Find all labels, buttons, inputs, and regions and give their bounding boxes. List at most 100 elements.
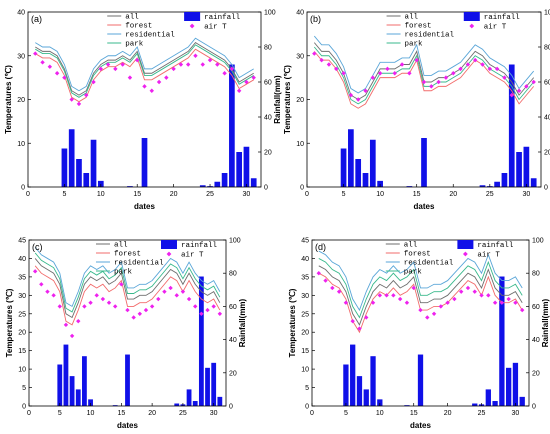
air-t-marker: [180, 289, 186, 294]
air-t-marker: [106, 300, 112, 305]
series-line-park: [35, 44, 254, 98]
x-tick-label: 25: [206, 191, 214, 198]
air-t-marker: [370, 75, 376, 80]
x-tick-label: 20: [449, 191, 457, 198]
air-t-marker: [370, 300, 376, 305]
air-t-marker: [39, 282, 44, 287]
x-axis-title: dates: [134, 202, 155, 211]
air-t-marker: [399, 62, 405, 67]
y2-tick-label: 80: [532, 271, 540, 278]
air-t-marker: [341, 71, 346, 76]
y-axis-title: Temperatures (℃): [5, 288, 14, 357]
air-t-marker: [363, 88, 368, 93]
y2-tick-label: 0: [544, 185, 548, 192]
legend-label-forest: forest: [125, 23, 152, 31]
air-t-marker: [205, 307, 210, 313]
air-t-marker: [411, 285, 416, 291]
legend-swatch-rainfall: [184, 12, 201, 21]
air-t-marker: [211, 304, 216, 309]
rainfall-bar: [250, 178, 257, 187]
rainfall-bar: [211, 362, 217, 406]
air-t-marker: [431, 311, 437, 316]
rainfall-bar: [492, 401, 498, 406]
rainfall-bar: [192, 401, 198, 406]
x-tick-label: 15: [117, 410, 125, 417]
y2-tick-label: 20: [532, 370, 540, 377]
y-tick-label: 0: [21, 185, 25, 192]
rainfall-bar: [63, 344, 69, 406]
y2-tick-label: 60: [229, 304, 237, 311]
chart-panel-c: 0 5 10 15 20 25 30 0 5 10 15 20 25 30 35 40 45 0 20 40 60 80 1…: [5, 238, 247, 431]
y2-tick-label: 80: [544, 45, 550, 52]
legend-label-air-t: air T: [204, 24, 227, 32]
air-t-marker: [82, 304, 87, 309]
air-t-marker: [200, 62, 205, 67]
rainfall-bar: [90, 139, 97, 187]
chart-panel-a: 0 5 10 15 20 25 30 0 10 20 30 40 0 20 40 60 80 100 dates Te…: [4, 10, 282, 212]
series-line-residential: [35, 37, 254, 92]
air-t-marker: [217, 311, 223, 316]
rainfall-bar: [76, 159, 82, 187]
y2-tick-label: 100: [229, 238, 241, 245]
legend-label-forest: forest: [114, 251, 141, 259]
legend-label-residential: residential: [405, 32, 455, 40]
air-t-marker: [425, 315, 430, 320]
air-t-marker: [32, 269, 38, 274]
y-tick-label: 0: [22, 404, 26, 411]
y-axis-title: Temperatures (℃): [4, 65, 13, 134]
air-t-marker: [404, 300, 410, 305]
air-t-marker: [84, 92, 89, 98]
air-t-marker: [171, 66, 176, 72]
y2-tick-label: 20: [544, 150, 550, 157]
legend-label-residential: residential: [114, 260, 164, 268]
rainfall-bar: [356, 376, 363, 406]
air-t-marker: [178, 62, 184, 67]
series-line-park: [318, 258, 523, 319]
y-tick-label: 40: [296, 10, 304, 17]
air-t-marker: [40, 60, 45, 65]
x-tick-label: 30: [210, 410, 218, 417]
air-t-marker: [94, 293, 99, 298]
series-line-forest: [313, 51, 535, 109]
legend-label-all: all: [125, 14, 139, 22]
x-tick-label: 10: [376, 191, 384, 198]
x-tick-label: 15: [133, 191, 141, 198]
x-tick-label: 25: [478, 410, 486, 417]
air-t-marker: [436, 79, 441, 85]
rainfall-bar: [506, 367, 512, 406]
rainfall-bar: [472, 403, 478, 406]
x-tick-label: 20: [148, 410, 156, 417]
y-tick-label: 5: [305, 385, 309, 392]
rainfall-bar: [404, 405, 410, 406]
air-t-marker: [492, 300, 498, 305]
air-t-marker: [451, 71, 456, 76]
air-t-marker: [486, 293, 491, 298]
legend-label-all: all: [405, 14, 419, 22]
air-t-marker: [63, 322, 69, 328]
legend-label-rainfall: rainfall: [477, 242, 514, 250]
y2-tick-label: 0: [264, 185, 268, 192]
x-tick-label: 5: [344, 410, 348, 417]
y-tick-label: 40: [18, 256, 26, 263]
air-t-marker: [98, 66, 104, 72]
air-t-marker: [319, 57, 324, 63]
rainfall-bar: [88, 399, 93, 406]
y-tick-label: 30: [301, 293, 309, 300]
y-tick-label: 20: [301, 330, 309, 337]
y-tick-label: 35: [18, 274, 26, 281]
x-tick-label: 5: [62, 191, 66, 198]
air-t-marker: [465, 62, 471, 67]
air-t-marker: [350, 318, 355, 324]
x-axis-title: dates: [117, 421, 138, 430]
air-t-marker: [76, 101, 82, 107]
air-t-marker: [443, 75, 449, 80]
legend-label-residential: residential: [404, 260, 454, 268]
chart-panel-d: 0 5 10 15 20 25 30 0 5 10 15 20 25 30 35 40 45 0 20 40 60 80 1…: [288, 238, 550, 431]
rainfall-bar: [198, 276, 204, 406]
y-tick-label: 35: [301, 274, 309, 281]
panel-label: (b): [310, 14, 321, 24]
air-t-marker: [236, 88, 242, 93]
rainfall-bar: [69, 376, 75, 406]
rainfall-bar: [516, 152, 522, 187]
